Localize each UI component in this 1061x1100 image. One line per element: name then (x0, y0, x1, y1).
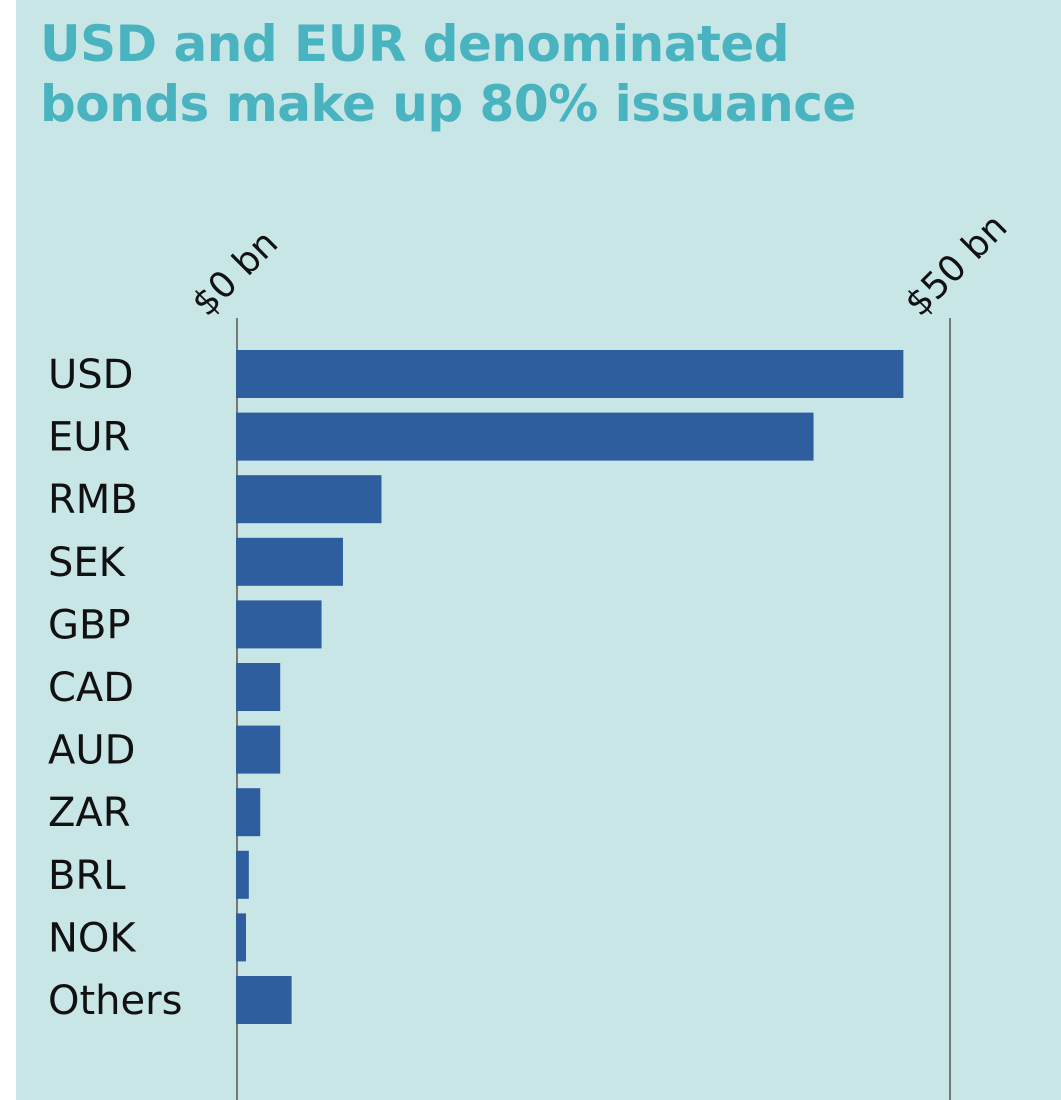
category-label-rmb: RMB (48, 477, 138, 523)
chart-title: USD and EUR denominated bonds make up 80… (40, 14, 1040, 134)
bar-others (236, 976, 292, 1024)
bar-gbp (236, 600, 322, 649)
bar-cad (236, 663, 281, 711)
category-label-aud: AUD (48, 728, 135, 774)
tick-label-1: $50 bn (897, 206, 1015, 324)
bar-brl (236, 850, 249, 899)
chart-title-line-2: bonds make up 80% issuance (40, 75, 856, 133)
chart-panel (16, 0, 1061, 1100)
category-label-nok: NOK (48, 915, 137, 961)
category-label-eur: EUR (48, 415, 130, 461)
bar-nok (236, 913, 246, 962)
bar-zar (236, 788, 261, 837)
category-label-zar: ZAR (48, 790, 131, 836)
bar-sek (236, 537, 343, 586)
bar-aud (236, 725, 281, 774)
category-label-brl: BRL (48, 853, 126, 899)
category-label-gbp: GBP (48, 602, 131, 648)
bar-rmb (236, 475, 382, 524)
category-label-cad: CAD (48, 665, 134, 711)
chart-title-line-1: USD and EUR denominated (40, 15, 790, 73)
category-label-others: Others (48, 978, 182, 1024)
bar-eur (236, 412, 814, 461)
bar-usd (236, 350, 904, 398)
category-label-usd: USD (48, 352, 133, 398)
tick-label-0: $0 bn (184, 223, 286, 325)
category-label-sek: SEK (48, 540, 127, 586)
